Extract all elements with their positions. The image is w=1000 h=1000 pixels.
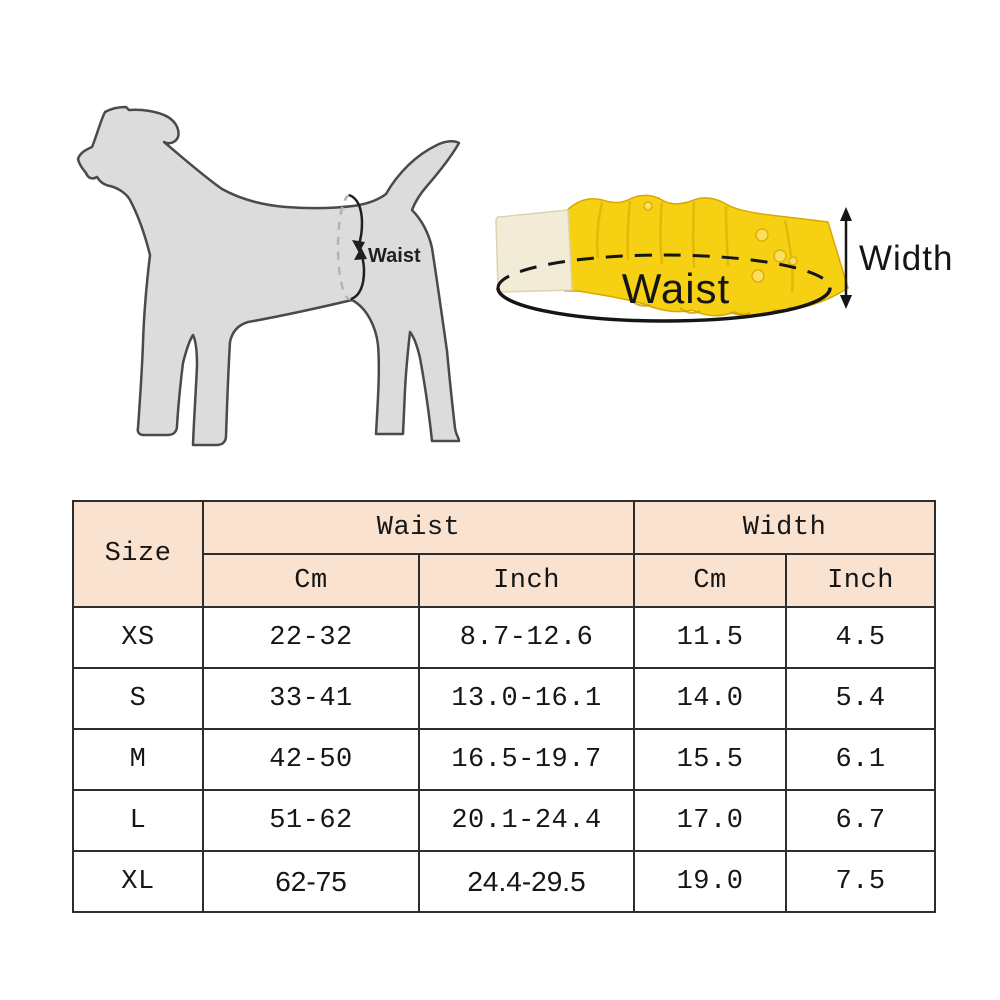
dashed-girth-arc-icon [336, 193, 351, 301]
cell-size: L [72, 789, 204, 852]
table-row-xl: XL 62-75 24.4-29.5 19.0 7.5 [72, 850, 937, 913]
cell-size: XL [72, 850, 204, 913]
cell-size: M [72, 728, 204, 791]
band-waist-label: Waist [622, 265, 730, 312]
dog-waist-label: Waist [368, 245, 421, 267]
cell-width-inch: 7.5 [785, 850, 937, 913]
cell-size: XS [72, 606, 204, 669]
size-chart-table: Size Waist Width Cm Inch Cm Inch XS 22-3… [72, 500, 937, 913]
table-row-l: L 51-62 20.1-24.4 17.0 6.7 [72, 789, 937, 852]
cell-waist-inch: 20.1-24.4 [417, 789, 636, 852]
table-subheader-row: Cm Inch Cm Inch [73, 553, 937, 608]
arrow-up-head-icon [354, 247, 367, 260]
band-width-label: Width [859, 239, 953, 278]
table-header-row: Size Waist Width [72, 500, 937, 608]
cell-waist-cm: 33-41 [202, 667, 420, 730]
velcro-patch [495, 209, 573, 293]
elastic-ruffle-lines [629, 299, 792, 316]
table-row-m: M 42-50 16.5-19.7 15.5 6.1 [72, 728, 937, 791]
cell-waist-inch: 13.0-16.1 [417, 667, 636, 730]
header-group-waist: Waist [201, 500, 636, 555]
header-size: Size [72, 500, 204, 608]
cell-width-cm: 17.0 [633, 789, 788, 852]
cell-width-cm: 14.0 [633, 667, 788, 730]
header-group-width: Width [633, 500, 937, 555]
header-width-inch: Inch [785, 553, 937, 608]
table-row-s: S 33-41 13.0-16.1 14.0 5.4 [72, 667, 937, 730]
cell-width-inch: 4.5 [785, 606, 937, 669]
cell-waist-cm: 62-75 [202, 850, 420, 913]
cell-waist-inch: 16.5-19.7 [417, 728, 636, 791]
cell-size: S [72, 667, 204, 730]
cell-width-cm: 11.5 [633, 606, 788, 669]
cell-waist-cm: 42-50 [202, 728, 420, 791]
cell-width-inch: 5.4 [785, 667, 937, 730]
arrow-down-head-icon [352, 240, 365, 253]
belly-band-diagram: Waist Width [495, 194, 953, 323]
header-width-cm: Cm [633, 553, 788, 608]
fabric-gather-lines [595, 200, 794, 293]
cell-waist-cm: 22-32 [202, 606, 420, 669]
waist-ellipse-icon [496, 287, 832, 323]
waist-ellipse-icon [496, 253, 832, 289]
cell-waist-inch: 8.7-12.6 [417, 606, 636, 669]
cell-width-inch: 6.1 [785, 728, 937, 791]
table-row-xs: XS 22-32 8.7-12.6 11.5 4.5 [72, 606, 937, 669]
header-waist-inch: Inch [417, 553, 636, 608]
waist-measure-arrow-icon [350, 255, 366, 301]
header-waist-cm: Cm [202, 553, 420, 608]
dog-measure-diagram: Waist [76, 105, 461, 447]
cell-width-cm: 19.0 [633, 850, 788, 913]
cell-waist-inch: 24.4-29.5 [417, 850, 636, 913]
cell-waist-cm: 51-62 [202, 789, 420, 852]
width-arrow-icon [840, 207, 852, 309]
cell-width-cm: 15.5 [633, 728, 788, 791]
cell-width-inch: 6.7 [785, 789, 937, 852]
dog-silhouette [76, 105, 461, 447]
waist-measure-arrow-icon [348, 193, 364, 245]
snap-buttons [643, 201, 798, 283]
